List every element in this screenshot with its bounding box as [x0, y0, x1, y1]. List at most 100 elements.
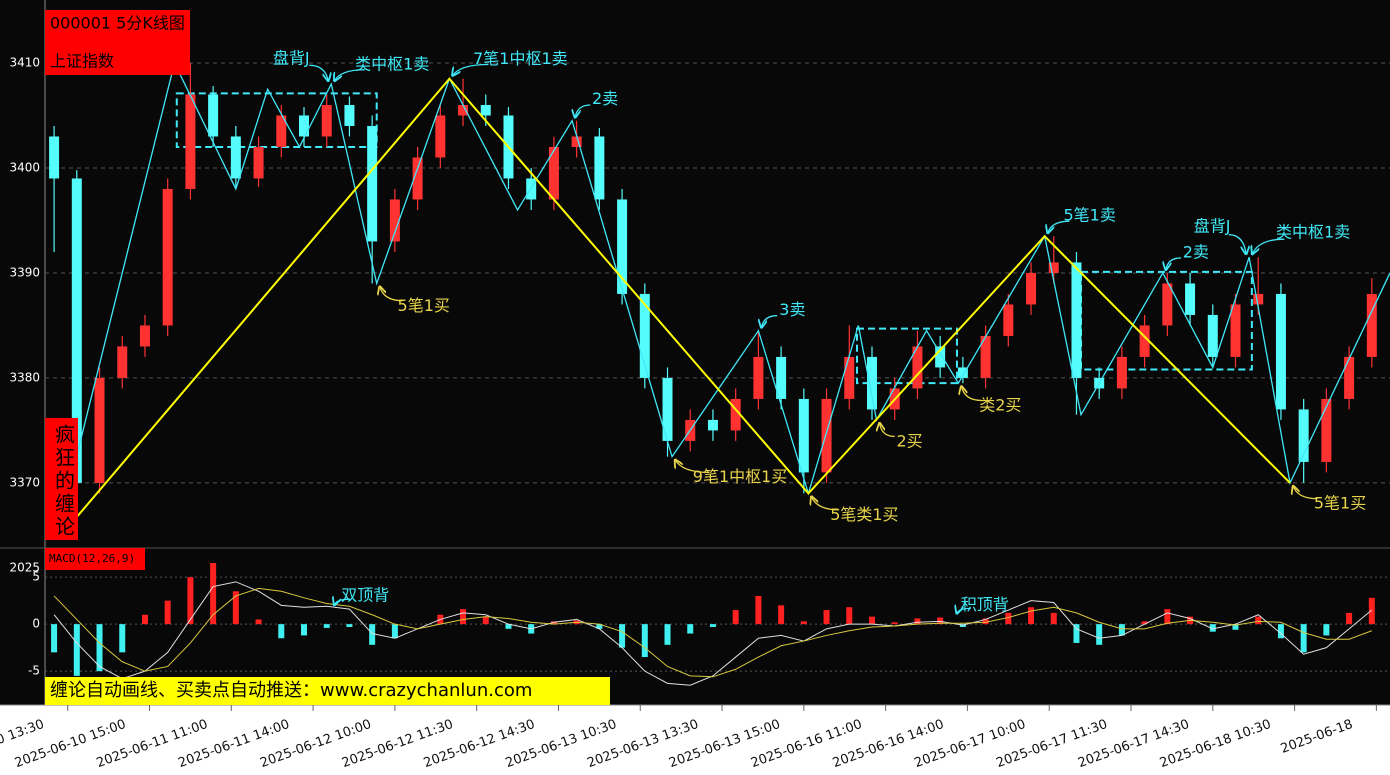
macd-bar [732, 610, 739, 625]
candle-body [571, 136, 582, 147]
candle-body [1253, 293, 1264, 305]
macd-bar [1028, 607, 1035, 625]
annotation-label: 盘背J [273, 48, 310, 67]
annotation-arrow [961, 386, 982, 402]
title-box [45, 10, 190, 75]
candle-body [912, 346, 923, 389]
annotation-label: 5笔1买 [1314, 493, 1366, 512]
candle-body [707, 419, 718, 431]
macd-bar [823, 610, 830, 625]
annotation-arrow [334, 69, 365, 81]
candle-body [435, 115, 446, 158]
annotation-label: 类中枢1卖 [1276, 223, 1350, 242]
candle-body [49, 136, 60, 179]
candle-body [1366, 293, 1377, 357]
macd-title-box [45, 548, 145, 570]
annotation-arrow [880, 423, 895, 438]
candle-body [208, 94, 219, 137]
y-tick-label: 3410 [9, 55, 40, 69]
annotation-arrow [1252, 238, 1285, 254]
annotation-arrow [1293, 486, 1318, 500]
macd-bar [164, 600, 171, 625]
y-tick-label: 0 [32, 617, 40, 631]
banner-box [45, 677, 610, 705]
candle-body [117, 346, 128, 378]
candle-body [1207, 314, 1218, 357]
annotation-label: 9笔1中枢1买 [693, 467, 788, 486]
macd-bar [687, 624, 694, 634]
macd-bar [460, 609, 467, 625]
candle-body [753, 356, 764, 399]
macd-bar [1323, 624, 1330, 636]
macd-bar [664, 624, 671, 645]
candle-body [662, 377, 673, 441]
candle-body [866, 356, 877, 410]
annotation-label: 2卖 [1183, 242, 1209, 261]
macd-bar [278, 624, 285, 639]
y-tick-label: 3400 [9, 160, 40, 174]
y-tick-label: 5 [32, 570, 40, 584]
side-box [45, 418, 78, 540]
annotation-label: 积顶背 [961, 595, 1009, 614]
candle-body [1162, 283, 1173, 326]
candle-body [276, 115, 287, 147]
macd-bar [1255, 616, 1262, 625]
candle-body [185, 94, 196, 189]
annotation-label: 5笔类1买 [830, 505, 898, 524]
chart-title: 000001 5分K线图 [50, 14, 185, 33]
macd-bar [1073, 624, 1080, 643]
candle-body [1185, 283, 1196, 315]
macd-bar [846, 607, 853, 625]
macd-bar [1232, 624, 1239, 630]
candle-body [94, 377, 105, 483]
candle-body [548, 146, 559, 200]
annotation-label: 类2买 [979, 396, 1021, 415]
candle-body [730, 398, 741, 431]
candle-body [617, 199, 628, 294]
macd-bar [210, 563, 217, 625]
macd-bar [482, 616, 489, 625]
candle-body [1026, 272, 1037, 305]
candle-body [412, 157, 423, 200]
annotation-label: 5笔1卖 [1063, 206, 1115, 225]
macd-bar [1141, 621, 1148, 625]
zone [855, 327, 958, 385]
candle-body [935, 346, 946, 368]
macd-bar [1005, 612, 1012, 625]
macd-bar [51, 624, 58, 653]
annotation-arrow [675, 460, 710, 474]
candle-body [980, 335, 991, 378]
annotation-arrow [380, 286, 403, 302]
candle-body [458, 104, 469, 116]
candle-body [957, 367, 968, 378]
macd-bar [1368, 597, 1375, 625]
candle-body [639, 293, 650, 378]
macd-bar [346, 624, 353, 627]
macd-bar [1300, 624, 1307, 653]
macd-bar [868, 616, 875, 625]
annotation-arrow [309, 64, 328, 81]
candle-body [1321, 398, 1332, 462]
annotation-label: 2卖 [592, 89, 618, 108]
stroke-line [73, 77, 1291, 521]
candle-body [1003, 304, 1014, 336]
candle-body [594, 136, 605, 200]
y-tick-label: 3390 [9, 265, 40, 279]
y-tick-label: 3370 [9, 475, 40, 489]
candle-body [321, 104, 332, 137]
macd-bar [369, 624, 376, 645]
macd-bar [755, 595, 762, 625]
candle-body [162, 188, 173, 326]
macd-bar [232, 591, 239, 625]
annotation-arrow [957, 608, 971, 613]
macd-bar [1164, 609, 1171, 625]
macd-bar [141, 614, 148, 625]
macd-bar [301, 624, 308, 636]
candle-body [1116, 356, 1127, 389]
annotation-arrow [811, 496, 840, 511]
macd-bar [1277, 624, 1284, 639]
candle-body [1298, 409, 1309, 462]
macd-bar [391, 624, 398, 639]
plot-background [0, 0, 1390, 705]
